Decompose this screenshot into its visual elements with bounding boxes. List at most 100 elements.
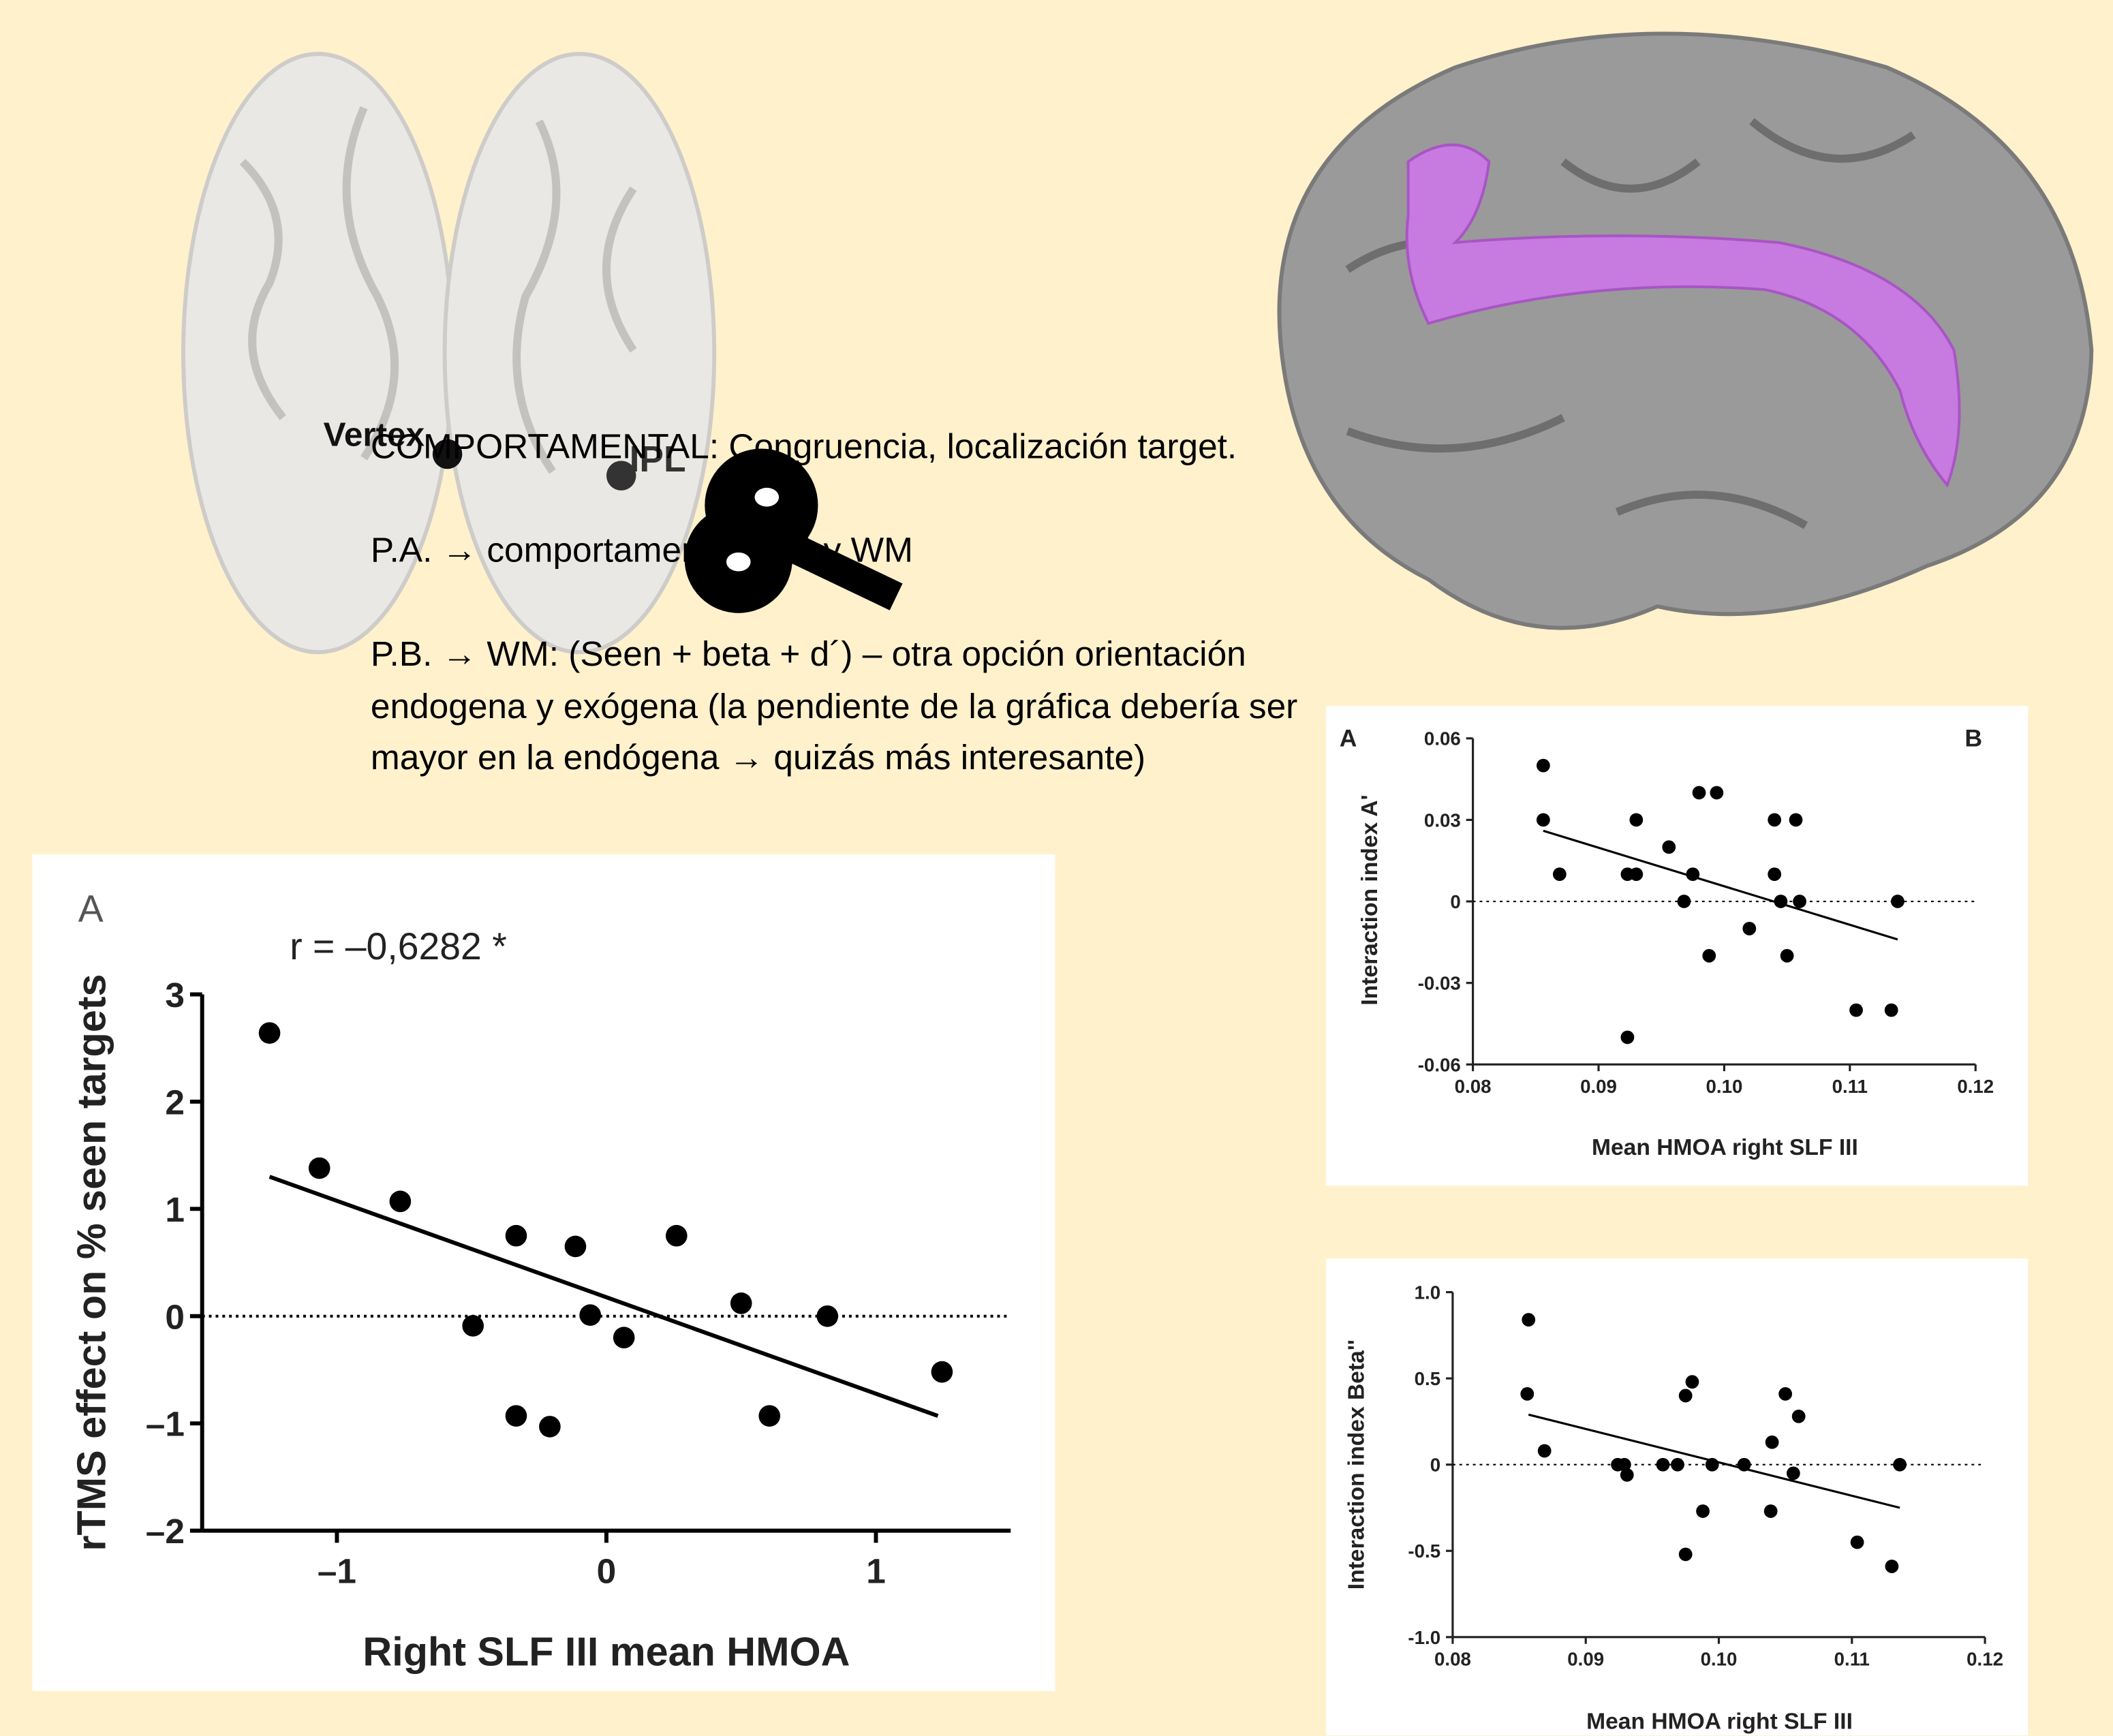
- chart-background: [1326, 1258, 2028, 1735]
- point: [1629, 813, 1643, 827]
- x-tick-label: 0.10: [1701, 1649, 1738, 1670]
- text-line: P.B. → WM: (Seen + beta + d´) – otra opc…: [371, 634, 1246, 673]
- point: [1780, 949, 1794, 963]
- point: [1620, 1468, 1634, 1482]
- y-tick-label: -0.5: [1408, 1540, 1440, 1562]
- x-tick-label: 1: [866, 1551, 886, 1591]
- point: [1678, 895, 1691, 908]
- y-tick-label: 1: [165, 1190, 185, 1229]
- chart-background: [1326, 706, 2028, 1185]
- point: [309, 1158, 330, 1179]
- x-tick-label: 0.10: [1706, 1076, 1742, 1097]
- point: [506, 1225, 527, 1247]
- point: [1768, 867, 1781, 881]
- point: [1522, 1313, 1535, 1327]
- point: [1774, 895, 1788, 908]
- annotation: r = –0,6282 *: [290, 925, 507, 967]
- point: [1765, 1436, 1779, 1449]
- point: [816, 1305, 838, 1327]
- point: [462, 1315, 484, 1337]
- point: [1696, 1504, 1710, 1518]
- point: [1671, 1458, 1684, 1472]
- y-tick-label: 1.0: [1415, 1282, 1440, 1303]
- point: [1537, 759, 1550, 773]
- x-tick-label: 0: [597, 1551, 617, 1591]
- point: [1693, 786, 1706, 800]
- y-tick-label: –1: [146, 1404, 185, 1444]
- point: [931, 1361, 953, 1383]
- y-tick-label: -0.03: [1418, 973, 1461, 994]
- page: {"slide": { "text_lines": ["COMPORTAMENT…: [0, 0, 2113, 1736]
- point: [1849, 1004, 1863, 1017]
- x-tick-label: 0.08: [1455, 1076, 1492, 1097]
- y-tick-label: 0.5: [1415, 1368, 1440, 1389]
- x-tick-label: 0.08: [1434, 1649, 1471, 1670]
- y-tick-label: 0: [1450, 891, 1460, 912]
- point: [1679, 1547, 1693, 1561]
- point: [1764, 1504, 1778, 1518]
- panel-label: A: [78, 888, 104, 930]
- point: [259, 1022, 281, 1044]
- brain-lateral-view: [1279, 33, 2091, 627]
- x-tick-label: –1: [318, 1551, 356, 1591]
- x-axis-label: Mean HMOA right SLF III: [1586, 1709, 1853, 1734]
- text-line: COMPORTAMENTAL: Congruencia, localizació…: [371, 426, 1237, 465]
- x-axis-label: Right SLF III mean HMOA: [363, 1628, 850, 1674]
- point: [1702, 949, 1716, 963]
- x-tick-label: 0.09: [1567, 1649, 1604, 1670]
- point: [1768, 813, 1781, 827]
- y-axis-label: rTMS effect on % seen targets: [68, 974, 114, 1551]
- y-tick-label: -0.06: [1418, 1054, 1461, 1075]
- x-tick-label: 0.09: [1580, 1076, 1617, 1097]
- panel-label: A: [1340, 725, 1357, 752]
- x-tick-label: 0.11: [1832, 1076, 1868, 1097]
- point: [1885, 1560, 1899, 1573]
- point: [1537, 813, 1550, 827]
- point: [1621, 1031, 1635, 1044]
- y-tick-label: 0: [1430, 1455, 1440, 1476]
- y-tick-label: 2: [165, 1082, 185, 1121]
- point: [579, 1304, 601, 1326]
- point: [1706, 1458, 1719, 1472]
- point: [1686, 867, 1699, 881]
- point: [730, 1292, 752, 1314]
- x-tick-label: 0.12: [1967, 1649, 2003, 1670]
- point: [1710, 786, 1723, 800]
- point: [1851, 1536, 1864, 1549]
- point: [506, 1405, 527, 1427]
- point: [758, 1405, 780, 1427]
- point: [1893, 1458, 1907, 1472]
- point: [1538, 1444, 1552, 1458]
- slide: Vertex IPL COMPORTAMENTAL: Congruencia, …: [0, 0, 2113, 1736]
- point: [1885, 1004, 1898, 1017]
- y-tick-label: 3: [165, 975, 185, 1014]
- point: [1742, 922, 1756, 935]
- x-tick-label: 0.12: [1957, 1076, 1994, 1097]
- point: [1662, 840, 1676, 854]
- y-axis-label: Interaction index A': [1357, 794, 1383, 1005]
- point: [1792, 1410, 1806, 1423]
- text-line: endogena y exógena (la pendiente de la g…: [371, 686, 1297, 726]
- point: [1656, 1458, 1670, 1472]
- y-tick-label: 0: [165, 1297, 185, 1336]
- scatter-chart: –1 0 1 –2 –1 0 1 2 3 Right SLF III mean HMOA rTMS …: [32, 854, 1055, 1691]
- y-tick-label: 0.06: [1424, 728, 1461, 749]
- y-tick-label: 0.03: [1424, 809, 1461, 831]
- text-line: mayor en la endógena → quizás más intere…: [371, 737, 1145, 777]
- y-axis-label: Interaction index Beta'': [1344, 1339, 1369, 1590]
- point: [1778, 1387, 1792, 1401]
- x-axis-label: Mean HMOA right SLF III: [1592, 1135, 1858, 1160]
- point: [1686, 1375, 1699, 1389]
- point: [1789, 813, 1803, 827]
- point: [1738, 1458, 1751, 1472]
- y-tick-label: –2: [146, 1511, 185, 1551]
- chart-background: [32, 854, 1055, 1691]
- point: [1679, 1389, 1693, 1403]
- point: [613, 1327, 635, 1348]
- point: [1520, 1387, 1534, 1401]
- scatter-chart: 0.08 0.09 0.10 0.11 0.12 -0.06 -0.03 0 0.03 0.06 M…: [1326, 706, 2028, 1185]
- point: [565, 1236, 587, 1258]
- point: [666, 1225, 688, 1247]
- point: [390, 1191, 412, 1213]
